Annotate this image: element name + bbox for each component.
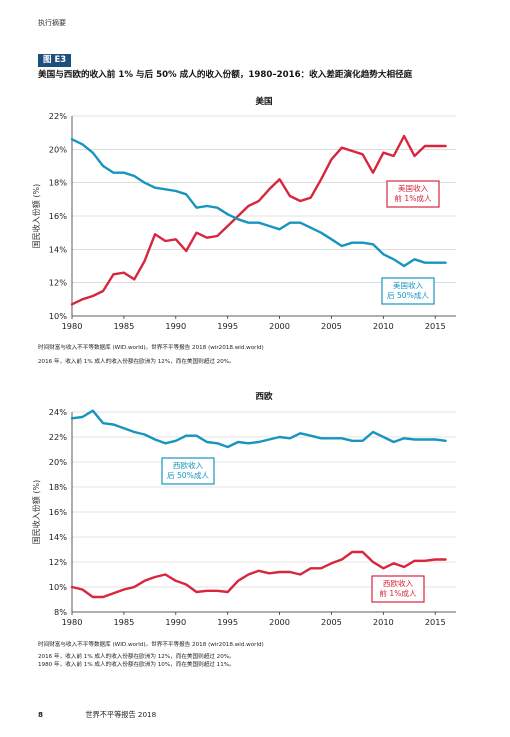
note-europe-text-2: 1980 年，收入前 1% 成人的收入份额在欧洲为 10%，而在美国则超过 11… [38, 662, 235, 668]
y-tick-label: 22% [49, 111, 67, 121]
chart-title: 西欧 [255, 391, 273, 402]
y-tick-label: 24% [49, 407, 67, 417]
note-europe-source: 时间财富与收入不平等数据库 (WID.world)。世界不平等报告 2018 (… [38, 642, 264, 648]
y-tick-label: 8% [54, 607, 67, 617]
y-tick-label: 22% [49, 432, 67, 442]
y-tick-label: 20% [49, 144, 67, 154]
x-tick-label: 1990 [165, 617, 186, 627]
page-number: 8 [38, 710, 44, 719]
y-tick-label: 10% [49, 582, 67, 592]
series-label-box-top1 [386, 180, 440, 208]
series-label-top1: 前 1%成人 [394, 193, 432, 203]
y-tick-label: 14% [49, 244, 67, 254]
chart-title: 美国 [255, 96, 272, 107]
x-tick-label: 1990 [165, 321, 186, 331]
y-tick-label: 16% [49, 211, 67, 221]
y-tick-label: 18% [49, 178, 67, 188]
x-tick-label: 2005 [321, 617, 342, 627]
chart-western-europe-svg: 西欧 8% 10% 12% 14% 16% 18% 20% 22% 24% 1980 1985 1990… [31, 391, 456, 627]
series-label-bottom50: 后 50%成人 [167, 470, 209, 480]
y-tick-label: 18% [49, 482, 67, 492]
series-label-bottom50: 后 50%成人 [387, 290, 429, 300]
y-axis-label: 国民收入份额 (%) [31, 184, 41, 248]
y-tick-label: 12% [49, 557, 67, 567]
chart-western-europe: 西欧 8% 10% 12% 14% 16% 18% 20% 22% 24% 1980 1985 1990… [0, 387, 510, 635]
x-tick-label: 2015 [425, 321, 446, 331]
series-label-top1: 美国收入 [398, 183, 429, 193]
note-usa-text: 2016 年，收入前 1% 成人的收入份额在欧洲为 12%，而在美国则超过 20… [38, 359, 235, 365]
x-tick-label: 2000 [269, 321, 290, 331]
x-tick-label: 1980 [62, 321, 83, 331]
y-tick-label: 10% [49, 311, 67, 321]
x-tick-label: 1995 [217, 321, 238, 331]
figure-title: 美国与西欧的收入前 1% 与后 50% 成人的收入份额，1980–2016：收入… [38, 70, 413, 80]
series-line-top1 [70, 550, 447, 599]
series-label-bottom50: 西欧收入 [173, 460, 204, 470]
footer-title: 世界不平等报告 2018 [85, 710, 157, 719]
series-label-box-bottom50 [381, 277, 435, 305]
series-line-top1 [70, 134, 447, 306]
series-label-top1: 西欧收入 [383, 578, 414, 588]
y-tick-label: 12% [49, 278, 67, 288]
x-tick-label: 1980 [62, 617, 83, 627]
series-label-bottom50: 美国收入 [393, 280, 424, 290]
chart-usa-svg: 美国 10% 12% 14% 16% 18% 20% 22% 1980 1985 1990 1995 2… [31, 96, 456, 331]
x-tick-label: 2010 [373, 321, 394, 331]
series-label-top1: 前 1%成人 [379, 588, 417, 598]
section-header: 执行摘要 [38, 19, 66, 27]
page-footer: 8 世界不平等报告 2018 [38, 710, 156, 720]
x-tick-label: 2010 [373, 617, 394, 627]
x-tick-label: 1985 [113, 617, 134, 627]
x-tick-label: 2005 [321, 321, 342, 331]
note-usa-source: 时间财富与收入不平等数据库 (WID.world)。世界不平等报告 2018 (… [38, 345, 264, 351]
series-line-bottom50 [70, 409, 447, 449]
x-tick-label: 1995 [217, 617, 238, 627]
note-europe-text-1: 2016 年，收入前 1% 成人的收入份额在欧洲为 12%，而在美国则超过 20… [38, 654, 235, 660]
series-label-box-bottom50 [161, 457, 215, 485]
series-label-box-top1 [371, 575, 425, 603]
y-tick-label: 16% [49, 507, 67, 517]
y-axis-label: 国民收入份额 (%) [31, 480, 41, 544]
y-tick-label: 14% [49, 532, 67, 542]
figure-tag: 图 E3 [38, 54, 72, 67]
x-tick-label: 1985 [113, 321, 134, 331]
chart-usa: 美国 10% 12% 14% 16% 18% 20% 22% 1980 1985 1990 1995 2… [0, 92, 510, 340]
y-tick-label: 20% [49, 457, 67, 467]
x-tick-label: 2000 [269, 617, 290, 627]
series-line-bottom50 [70, 138, 447, 268]
x-tick-label: 2015 [425, 617, 446, 627]
